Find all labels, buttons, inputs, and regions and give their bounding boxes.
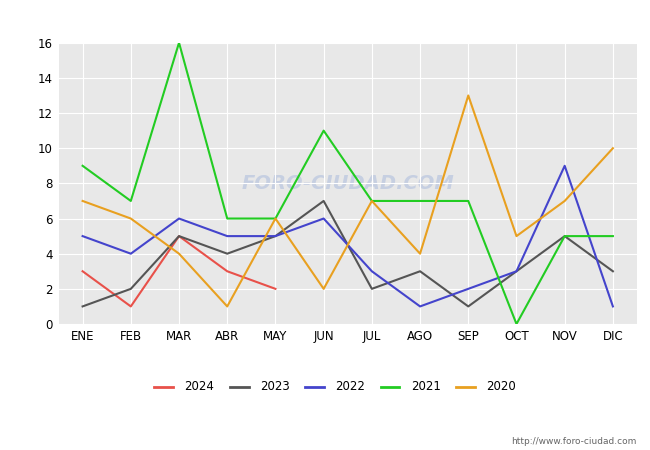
Text: Matriculaciones de Vehiculos en Villanueva de la Jara: Matriculaciones de Vehiculos en Villanue… bbox=[122, 12, 528, 27]
Text: FORO-CIUDAD.COM: FORO-CIUDAD.COM bbox=[241, 174, 454, 193]
Text: 2023: 2023 bbox=[260, 381, 290, 393]
Text: 2021: 2021 bbox=[411, 381, 441, 393]
Text: http://www.foro-ciudad.com: http://www.foro-ciudad.com bbox=[512, 436, 637, 446]
Text: 2024: 2024 bbox=[185, 381, 215, 393]
Text: 2020: 2020 bbox=[486, 381, 516, 393]
Text: 2022: 2022 bbox=[335, 381, 365, 393]
